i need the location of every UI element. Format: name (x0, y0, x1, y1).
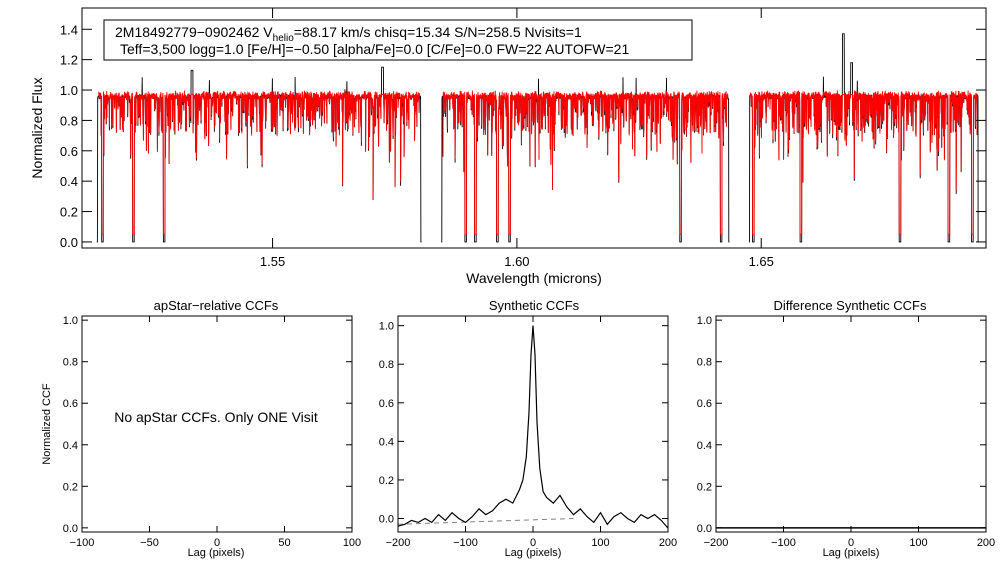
synthetic-ccf-xtick-label: 0 (530, 537, 536, 549)
synthetic-ccf-zero-line (397, 518, 574, 525)
apstar-ccf-ytick-label: 0.2 (63, 481, 78, 493)
synthetic-ccf-ytick-label: 0.6 (379, 398, 394, 410)
apstar-ccf-xtick-label: 50 (278, 537, 290, 549)
synthetic-ccf-ticks: −200 −100 0 100 200 0.0 0.2 0.4 0.6 0.8 1.0 (379, 316, 677, 549)
difference-ccf-xtick-label: −200 (704, 537, 729, 549)
model-spectrum-line (442, 90, 729, 235)
spectrum-xtick-label: 1.60 (504, 254, 529, 269)
apstar-ccf-ytick-label: 0.0 (63, 523, 78, 535)
synthetic-ccf-frame (397, 315, 669, 533)
apstar-ccf-xtick-label: 0 (214, 537, 220, 549)
model-spectrum-line (749, 90, 978, 235)
apstar-ccf-xtick-label: −100 (70, 537, 95, 549)
synthetic-ccf-ytick-label: 0.4 (379, 436, 394, 448)
apstar-ccf-ytick-label: 0.8 (63, 357, 78, 369)
apstar-ccf-ytick-label: 1.0 (63, 315, 78, 327)
synthetic-ccf-ytick-label: 0.0 (379, 514, 394, 526)
spectrum-ytick-label: 0.2 (60, 205, 78, 220)
spectrum-ytick-label: 1.4 (60, 22, 78, 37)
difference-ccf-xtick-label: 0 (848, 537, 854, 549)
spectrum-ytick-label: 0.8 (60, 113, 78, 128)
difference-ccf-ytick-label: 0.2 (697, 481, 712, 493)
difference-ccf-xlabel: Lag (pixels) (823, 547, 880, 559)
difference-ccf-ytick-label: 1.0 (697, 315, 712, 327)
apstar-ccf-ytick-label: 0.4 (63, 440, 78, 452)
difference-ccf-xtick-label: 200 (977, 537, 995, 549)
spectrum-ytick-label: 1.0 (60, 83, 78, 98)
spectrum-ticks: 1.55 1.60 1.65 0.0 0.2 0.4 0.6 0.8 1.0 1.2 1.4 (60, 8, 986, 269)
apstar-ccf-panel: apStar−relative CCFs −100 −50 0 50 100 0.0 0.2… (41, 298, 361, 559)
synthetic-ccf-xtick-label: 100 (591, 537, 609, 549)
difference-ccf-ytick-label: 0.4 (697, 440, 712, 452)
difference-ccf-xtick-label: −100 (771, 537, 796, 549)
difference-ccf-title: Difference Synthetic CCFs (774, 298, 927, 313)
difference-ccf-ytick-label: 0.0 (697, 523, 712, 535)
difference-ccf-ytick-label: 0.6 (697, 398, 712, 410)
difference-ccf-frame (715, 315, 987, 533)
synthetic-ccf-ytick-label: 1.0 (379, 321, 394, 333)
difference-ccf-xtick-label: 100 (909, 537, 927, 549)
synthetic-ccf-xtick-label: 200 (659, 537, 677, 549)
synthetic-ccf-xlabel: Lag (pixels) (505, 547, 562, 559)
apstar-ccf-ticks: −100 −50 0 50 100 0.0 0.2 0.4 0.6 0.8 1.0 (63, 315, 361, 549)
fit-info-line2: Teff=3,500 logg=1.0 [Fe/H]=−0.50 [alpha/… (120, 41, 629, 57)
synthetic-ccf-title: Synthetic CCFs (489, 298, 580, 313)
fit-info-line1: 2M18492779−0902462 Vhelio=88.17 km/s chi… (115, 24, 582, 44)
spectrum-ytick-label: 1.2 (60, 53, 78, 68)
synthetic-ccf-xtick-label: −100 (453, 537, 478, 549)
fit-info-box: 2M18492779−0902462 Vhelio=88.17 km/s chi… (103, 19, 693, 61)
difference-ccf-panel: Difference Synthetic CCFs −200 −100 0 100 20… (697, 298, 995, 559)
spectrum-ytick-label: 0.0 (60, 235, 78, 250)
star-id-vhelio-label: 2M18492779−0902462 V (115, 24, 273, 40)
vhelio-subscript: helio (273, 33, 295, 44)
fit-info-frame (103, 19, 693, 61)
fit-stats: =88.17 km/s chisq=15.34 S/N=258.5 Nvisit… (294, 24, 582, 40)
model-spectrum-line (98, 89, 421, 235)
synthetic-ccf-ytick-label: 0.2 (379, 475, 394, 487)
spectrum-plot-frame (81, 7, 987, 249)
spectrum-xtick-label: 1.65 (749, 254, 774, 269)
apstar-ccf-xtick-label: 100 (343, 537, 361, 549)
spectrum-ylabel: Normalized Flux (29, 77, 45, 178)
difference-ccf-ytick-label: 0.8 (697, 357, 712, 369)
spectrum-data (96, 33, 979, 243)
difference-ccf-ticks: −200 −100 0 100 200 0.0 0.2 0.4 0.6 0.8 1.0 (697, 315, 995, 549)
synthetic-ccf-data (397, 325, 669, 529)
spectrum-xtick-label: 1.55 (260, 254, 285, 269)
spectrum-xlabel: Wavelength (microns) (466, 270, 602, 286)
spectrum-ytick-label: 0.4 (60, 174, 78, 189)
synthetic-ccf-panel: Synthetic CCFs −200 −100 0 100 200 0.0 0.2 0.4 0… (379, 298, 677, 559)
apstar-ccf-ylabel: Normalized CCF (41, 383, 53, 465)
synthetic-ccf-xtick-label: −200 (386, 537, 411, 549)
synthetic-ccf-ytick-label: 0.8 (379, 359, 394, 371)
apstar-ccf-xlabel: Lag (pixels) (188, 547, 245, 559)
spectrum-ytick-label: 0.6 (60, 144, 78, 159)
spectrum-panel: 1.55 1.60 1.65 0.0 0.2 0.4 0.6 0.8 1.0 1.2 1.4 Wav… (29, 7, 987, 286)
apstar-ccf-xtick-label: −50 (140, 537, 159, 549)
apstar-ccf-annotation: No apStar CCFs. Only ONE Visit (114, 409, 318, 425)
apstar-ccf-title: apStar−relative CCFs (154, 298, 279, 313)
synthetic-ccf-line (397, 325, 669, 529)
apstar-ccf-ytick-label: 0.6 (63, 398, 78, 410)
